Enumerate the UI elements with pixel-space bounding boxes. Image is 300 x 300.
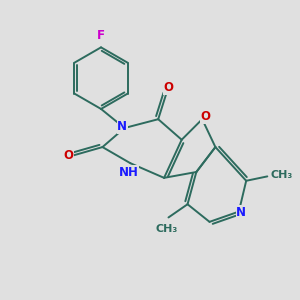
Text: NH: NH [119, 166, 139, 178]
Text: O: O [164, 81, 173, 94]
Text: O: O [200, 110, 210, 123]
Text: CH₃: CH₃ [156, 224, 178, 234]
Text: N: N [117, 120, 127, 133]
Text: O: O [63, 149, 73, 162]
Text: CH₃: CH₃ [270, 170, 292, 180]
Text: F: F [97, 29, 105, 42]
Text: N: N [236, 206, 246, 219]
